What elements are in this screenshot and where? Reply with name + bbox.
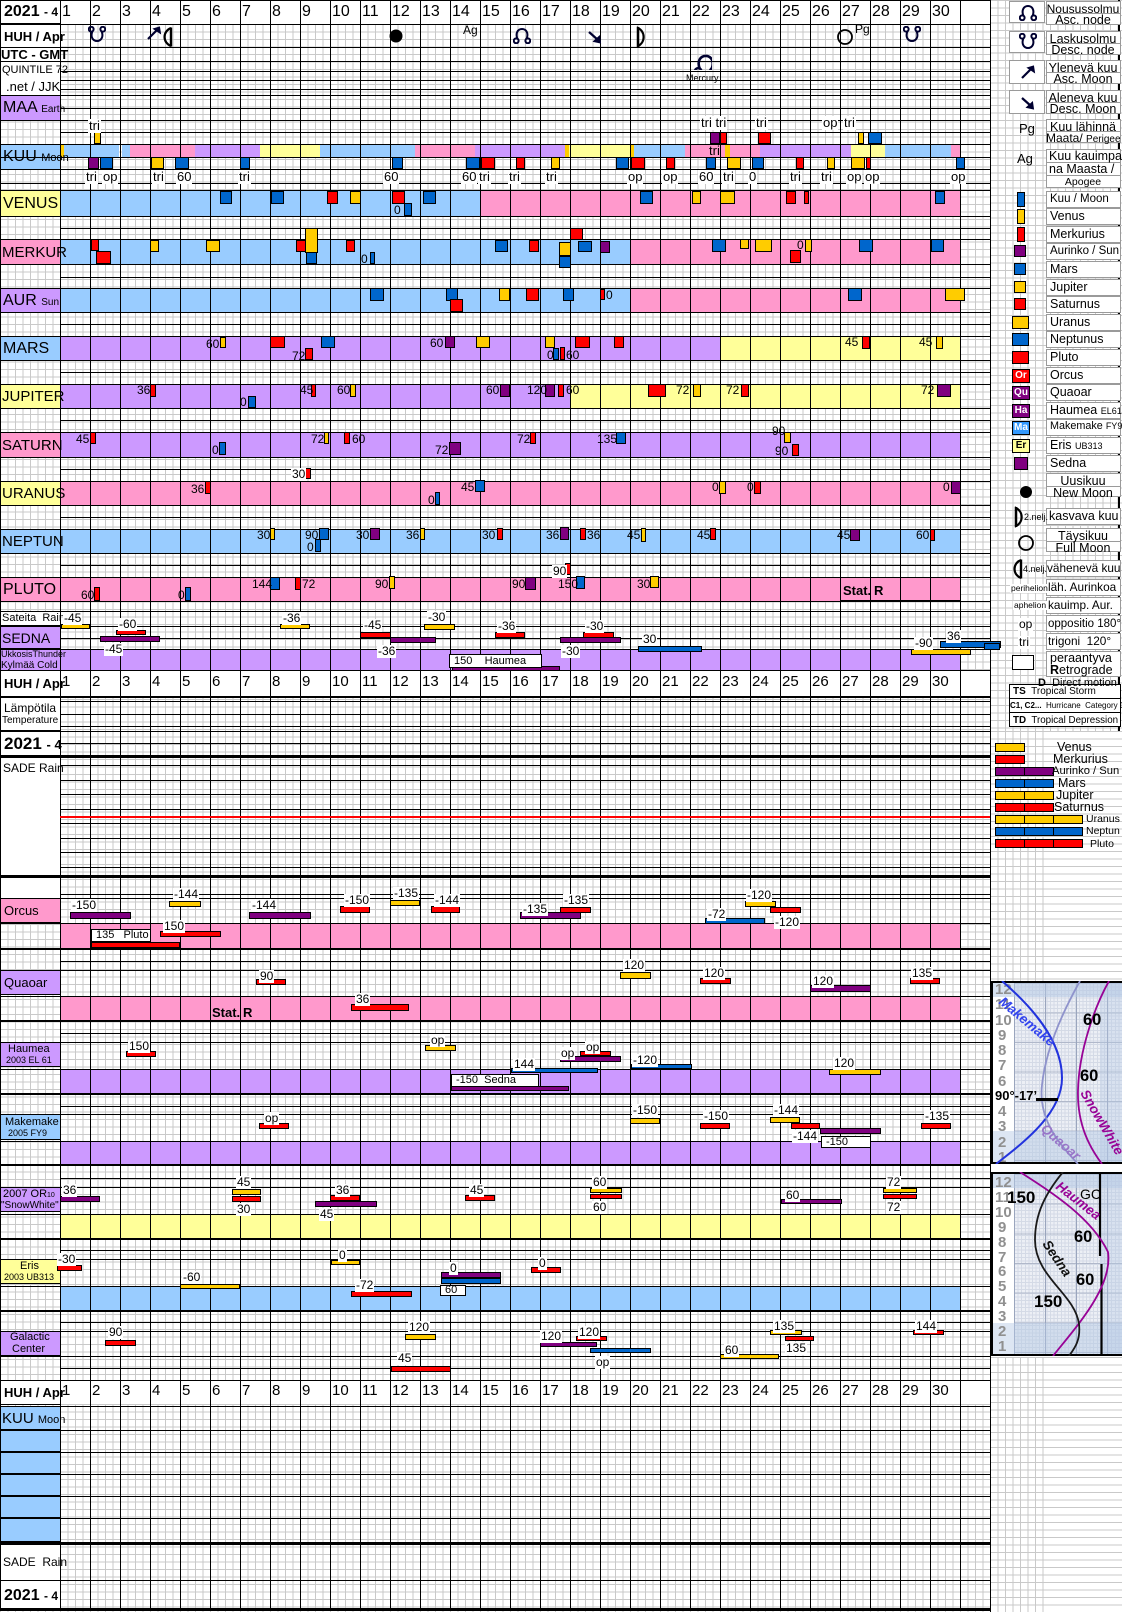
svg-text:150: 150 [1007,1188,1035,1207]
svg-text:60: 60 [1076,1271,1094,1289]
svg-text:60: 60 [1083,1011,1101,1029]
svg-text:SnowWhite: SnowWhite [1077,1087,1122,1158]
svg-text:Quaoar: Quaoar [1038,1121,1084,1164]
svg-text:GC: GC [1080,1186,1101,1202]
svg-text:Makemake: Makemake [996,994,1058,1050]
svg-text:60: 60 [1080,1067,1098,1085]
svg-text:Sedna: Sedna [1040,1237,1075,1279]
svg-text:150: 150 [1034,1292,1062,1311]
svg-text:60: 60 [1074,1228,1092,1246]
